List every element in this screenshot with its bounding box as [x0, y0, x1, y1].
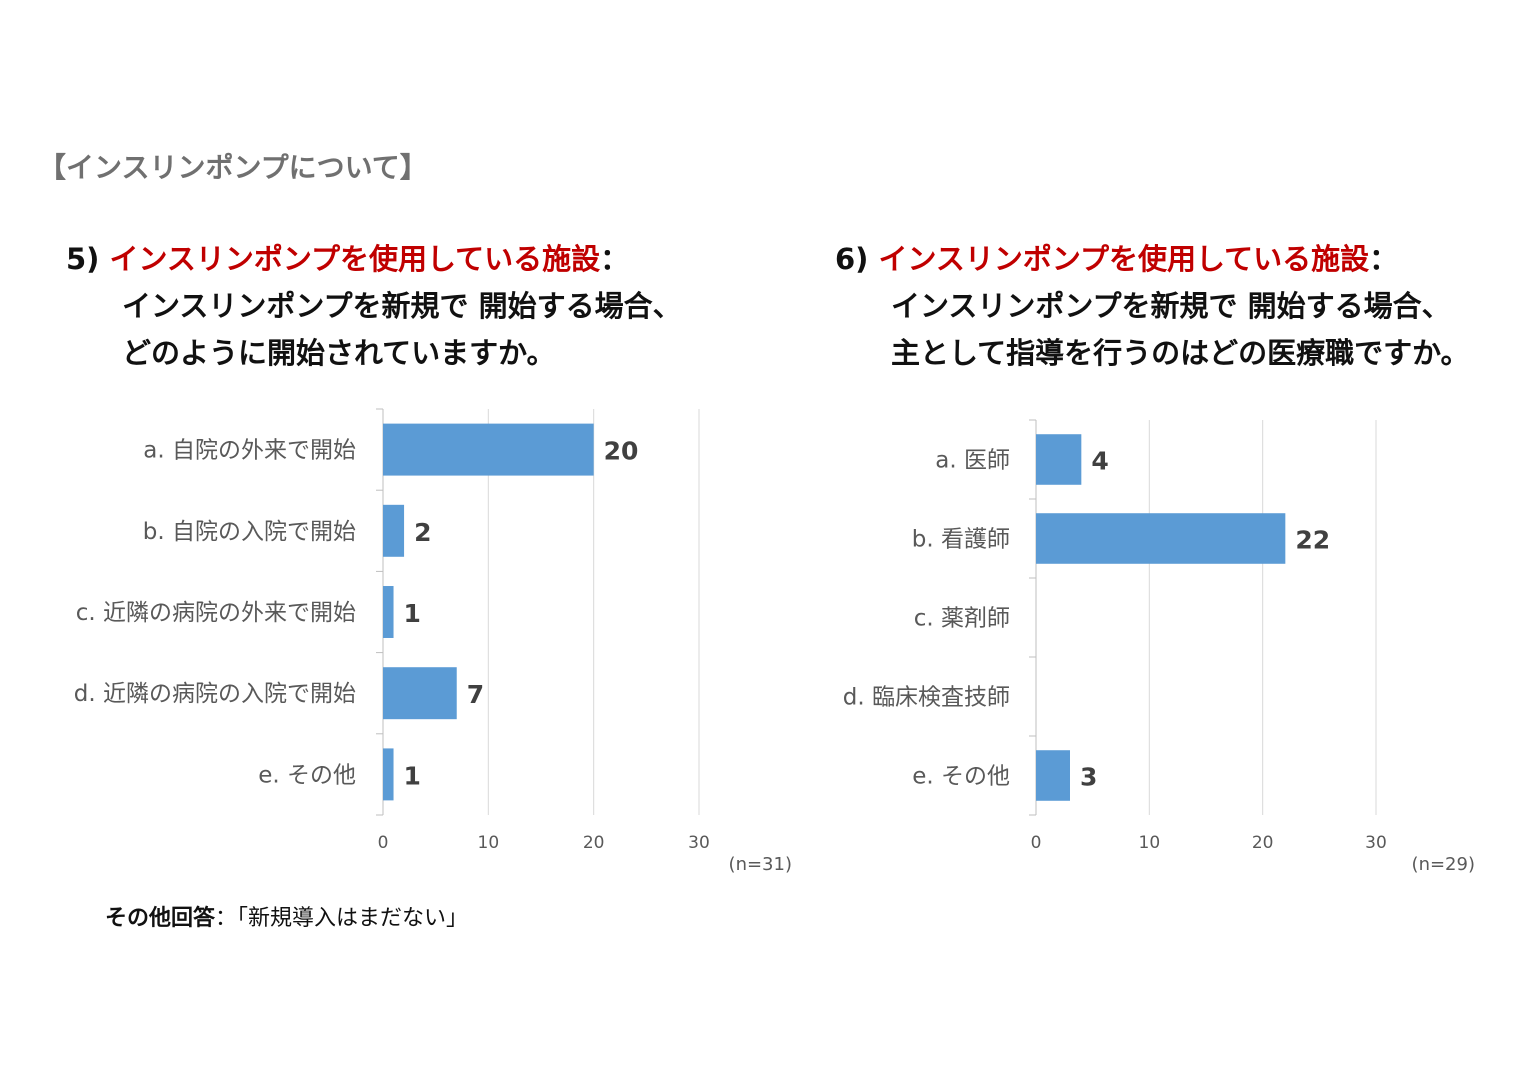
- question-title: インスリンポンプを使用している施設: [878, 242, 1370, 276]
- category-label: c. 薬剤師: [914, 606, 1010, 632]
- question-line-2: インスリンポンプを新規で 開始する場合、: [122, 289, 682, 323]
- bar-chart-instructor-profession: 0 10 20 30 a. 医師 4 b. 看護師 22 c. 薬剤師 d. 臨床検査技師 e. そ…: [843, 419, 1475, 875]
- data-label: 2: [414, 518, 431, 547]
- bar: [383, 423, 594, 476]
- bar: [1036, 434, 1082, 485]
- sample-size-note: (n=29): [1412, 854, 1475, 875]
- bar: [1036, 513, 1286, 564]
- bar: [383, 748, 394, 801]
- question-number: 6): [835, 242, 869, 276]
- data-label: 22: [1295, 526, 1330, 555]
- category-label: d. 近隣の病院の入院で開始: [74, 681, 356, 707]
- data-label: 20: [604, 437, 639, 466]
- data-label: 3: [1080, 763, 1097, 792]
- sample-size-note: (n=31): [729, 854, 792, 875]
- category-label: a. 医師: [935, 448, 1010, 474]
- data-label: 4: [1091, 447, 1108, 476]
- question-colon: ：: [1369, 242, 1399, 276]
- footer-label: その他回答: [105, 906, 216, 931]
- tick-label: 20: [583, 833, 605, 853]
- tick-label: 10: [478, 833, 500, 853]
- tick-label: 30: [1365, 833, 1387, 853]
- category-label: b. 看護師: [912, 527, 1010, 553]
- question-line-3: どのように開始されていますか。: [122, 336, 556, 370]
- section-title: 【インスリンポンプについて】: [38, 151, 428, 184]
- bar-chart-start-method: 0 10 20 30 a. 自院の外来で開始 20 b. 自院の入院で開始 2 c. 近隣の病院…: [74, 408, 792, 875]
- footer-sep: ：: [215, 906, 238, 931]
- question-line-2: インスリンポンプを新規で 開始する場合、: [891, 289, 1451, 323]
- tick-label: 30: [688, 833, 710, 853]
- tick-label: 10: [1139, 833, 1161, 853]
- question-line-3: 主として指導を行うのはどの医療職ですか。: [891, 336, 1470, 370]
- question-6: 6) インスリンポンプを使用している施設： インスリンポンプを新規で 開始する場合…: [835, 236, 1470, 377]
- bar: [1036, 750, 1070, 801]
- data-label: 1: [404, 761, 421, 790]
- data-label: 1: [404, 599, 421, 628]
- tick-label: 0: [1031, 833, 1042, 853]
- bar: [383, 586, 394, 638]
- question-colon: ：: [600, 242, 630, 276]
- data-label: 7: [467, 680, 484, 709]
- footer-text: 「新規導入はまだない」: [237, 906, 469, 931]
- category-label: e. その他: [258, 762, 356, 788]
- bar: [383, 504, 405, 557]
- category-label: c. 近隣の病院の外来で開始: [76, 600, 356, 626]
- category-label: b. 自院の入院で開始: [143, 519, 356, 545]
- tick-label: 0: [378, 833, 389, 853]
- category-label: e. その他: [912, 764, 1010, 790]
- question-number: 5): [66, 242, 100, 276]
- bar: [383, 667, 457, 720]
- category-label: d. 臨床検査技師: [843, 685, 1010, 711]
- footer-note: その他回答：「新規導入はまだない」: [105, 900, 468, 932]
- question-5: 5) インスリンポンプを使用している施設： インスリンポンプを新規で 開始する場合…: [66, 236, 682, 377]
- question-title: インスリンポンプを使用している施設: [109, 242, 601, 276]
- category-label: a. 自院の外来で開始: [143, 438, 356, 464]
- tick-label: 20: [1252, 833, 1274, 853]
